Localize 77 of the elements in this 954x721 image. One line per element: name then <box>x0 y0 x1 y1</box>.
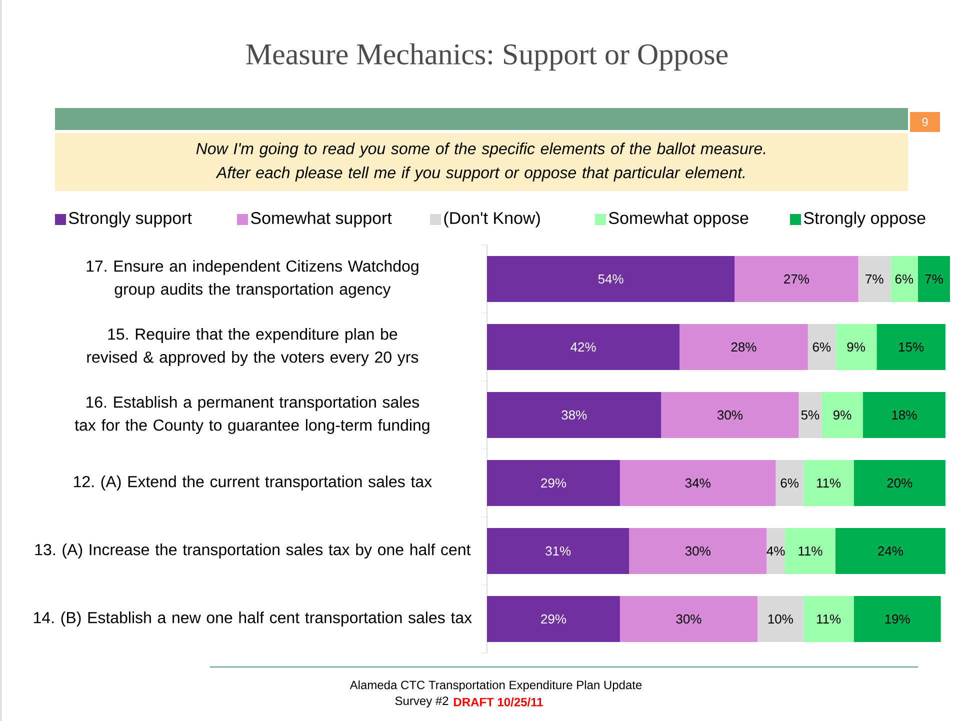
y-tick-label: 14. (B) Establish a new one half cent transportation sales tax <box>34 612 472 626</box>
text: 9 <box>922 118 928 126</box>
data-label: 18% <box>892 410 917 420</box>
bar <box>876 324 946 370</box>
data-label: 9% <box>847 342 865 352</box>
bar <box>784 528 836 574</box>
data-label: 38% <box>562 410 587 420</box>
bar <box>661 392 799 438</box>
bar <box>835 528 946 574</box>
text: DRAFT 10/25/11 <box>454 698 543 706</box>
data-label: 11% <box>798 546 822 556</box>
data-label: 10% <box>768 614 793 624</box>
data-label: 30% <box>676 614 702 624</box>
data-label: 30% <box>685 546 710 556</box>
data-label: 6% <box>812 342 831 352</box>
data-label: 31% <box>546 546 571 556</box>
legend-label: Somewhat support <box>250 212 392 228</box>
data-label: 9% <box>833 410 852 420</box>
data-label: 7% <box>925 274 943 284</box>
bar <box>918 256 950 302</box>
bar <box>808 324 836 370</box>
legend-label: Strongly oppose <box>804 212 926 228</box>
data-label: 7% <box>866 274 884 284</box>
bar <box>486 596 620 642</box>
bar <box>486 528 630 574</box>
data-label: 42% <box>570 342 596 352</box>
data-label: 34% <box>685 478 710 488</box>
bar <box>822 392 863 438</box>
bar <box>854 460 946 506</box>
data-label: 19% <box>885 614 910 624</box>
bar <box>629 528 767 574</box>
bar <box>803 596 854 642</box>
bar <box>798 392 822 438</box>
bar <box>858 256 890 302</box>
bar <box>620 596 758 642</box>
legend-label: Somewhat oppose <box>608 212 748 228</box>
bar <box>486 256 735 302</box>
bar <box>734 256 858 302</box>
y-tick-label: 15. Require that the expenditure plan be revised & approved by the voters every 20 yrs <box>87 328 418 366</box>
bar <box>803 460 854 506</box>
bar <box>620 460 776 506</box>
text: Survey #2 <box>395 696 448 708</box>
y-tick-label: 16. Establish a permanent transportation sales tax for the County to guarantee long-term funding <box>74 396 430 434</box>
bar <box>680 324 808 370</box>
bar <box>757 596 804 642</box>
bar <box>766 528 785 574</box>
y-tick-label: 17. Ensure an independent Citizens Watchdog group audits the transportation agency <box>86 260 418 298</box>
data-label: 20% <box>887 478 912 488</box>
bar <box>486 324 680 370</box>
data-label: 11% <box>816 478 841 488</box>
legend-label: Strongly support <box>68 212 192 228</box>
data-label: 6% <box>780 478 798 488</box>
bar <box>854 596 941 642</box>
data-label: 6% <box>895 274 914 284</box>
y-tick-label: 13. (A) Increase the transportation sales tax by one half cent <box>35 544 471 558</box>
bar <box>890 256 918 302</box>
text: Alameda CTC Transportation Expenditure Plan Update <box>350 680 642 692</box>
data-label: 28% <box>731 342 756 352</box>
data-label: 15% <box>899 342 924 352</box>
data-label: 29% <box>541 478 566 488</box>
data-label: 4% <box>766 546 785 556</box>
chart-title: Measure Mechanics: Support or Oppose <box>246 43 728 71</box>
data-label: 27% <box>784 274 809 284</box>
y-tick-label: 12. (A) Extend the current transportation sales tax <box>74 476 432 490</box>
data-label: 24% <box>878 546 903 556</box>
bar <box>835 324 877 370</box>
bar <box>486 392 662 438</box>
data-label: 30% <box>717 410 743 420</box>
bar <box>862 392 946 438</box>
data-label: 29% <box>541 614 566 624</box>
bar <box>486 460 620 506</box>
data-label: 5% <box>801 410 820 420</box>
bar <box>776 460 804 506</box>
chart-subtitle: Now I'm going to read you some of the specific elements of the ballot measure. After each please tell me if you support or oppose that particular element. <box>196 142 766 182</box>
data-label: 54% <box>598 274 624 284</box>
data-label: 11% <box>816 614 841 624</box>
legend-label: (Don't Know) <box>444 212 540 228</box>
